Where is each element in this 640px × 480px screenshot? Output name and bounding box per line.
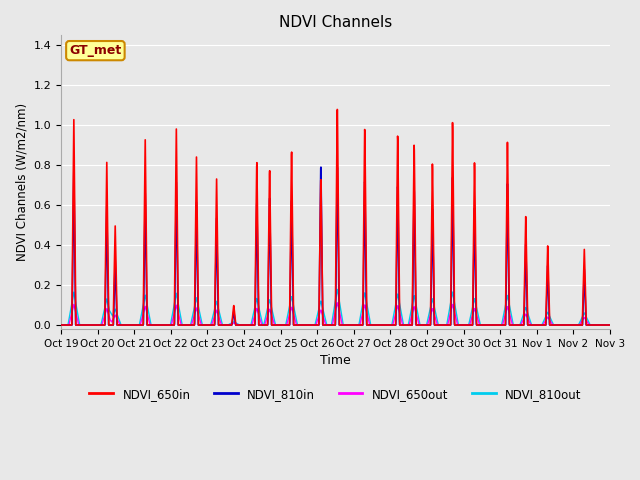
NDVI_650out (291, 318, 299, 324)
NDVI_650out (152, 322, 160, 328)
NDVI_650in (291, 322, 299, 328)
NDVI_810in (606, 322, 614, 328)
Text: GT_met: GT_met (69, 44, 122, 57)
NDVI_810out (152, 322, 160, 328)
NDVI_650out (57, 322, 65, 328)
NDVI_650in (333, 107, 341, 112)
NDVI_810out (595, 322, 603, 328)
Line: NDVI_810in: NDVI_810in (61, 167, 610, 325)
NDVI_810out (268, 305, 275, 311)
NDVI_810out (536, 322, 544, 328)
X-axis label: Time: Time (320, 354, 351, 367)
Title: NDVI Channels: NDVI Channels (279, 15, 392, 30)
NDVI_650in (57, 322, 65, 328)
NDVI_810out (606, 322, 614, 328)
NDVI_650in (120, 322, 127, 328)
NDVI_650out (536, 322, 544, 328)
NDVI_650out (120, 322, 127, 328)
Legend: NDVI_650in, NDVI_810in, NDVI_650out, NDVI_810out: NDVI_650in, NDVI_810in, NDVI_650out, NDV… (84, 383, 586, 405)
Line: NDVI_810out: NDVI_810out (61, 289, 610, 325)
NDVI_650in (268, 313, 275, 319)
NDVI_650in (595, 322, 603, 328)
NDVI_650in (536, 322, 544, 328)
NDVI_810in (152, 322, 160, 328)
NDVI_810out (291, 312, 299, 317)
NDVI_810in (291, 322, 299, 328)
NDVI_650in (152, 322, 160, 328)
NDVI_650out (333, 300, 341, 306)
NDVI_810in (120, 322, 127, 328)
NDVI_810in (536, 322, 544, 328)
Line: NDVI_650in: NDVI_650in (61, 109, 610, 325)
NDVI_810in (317, 164, 324, 170)
NDVI_650out (595, 322, 603, 328)
NDVI_650out (606, 322, 614, 328)
NDVI_810in (595, 322, 603, 328)
Y-axis label: NDVI Channels (W/m2/nm): NDVI Channels (W/m2/nm) (15, 103, 28, 261)
NDVI_810out (120, 322, 127, 328)
NDVI_810out (57, 322, 65, 328)
Line: NDVI_650out: NDVI_650out (61, 303, 610, 325)
NDVI_810in (268, 322, 275, 328)
NDVI_650in (606, 322, 614, 328)
NDVI_810out (333, 287, 341, 292)
NDVI_650out (268, 312, 275, 318)
NDVI_810in (57, 322, 65, 328)
